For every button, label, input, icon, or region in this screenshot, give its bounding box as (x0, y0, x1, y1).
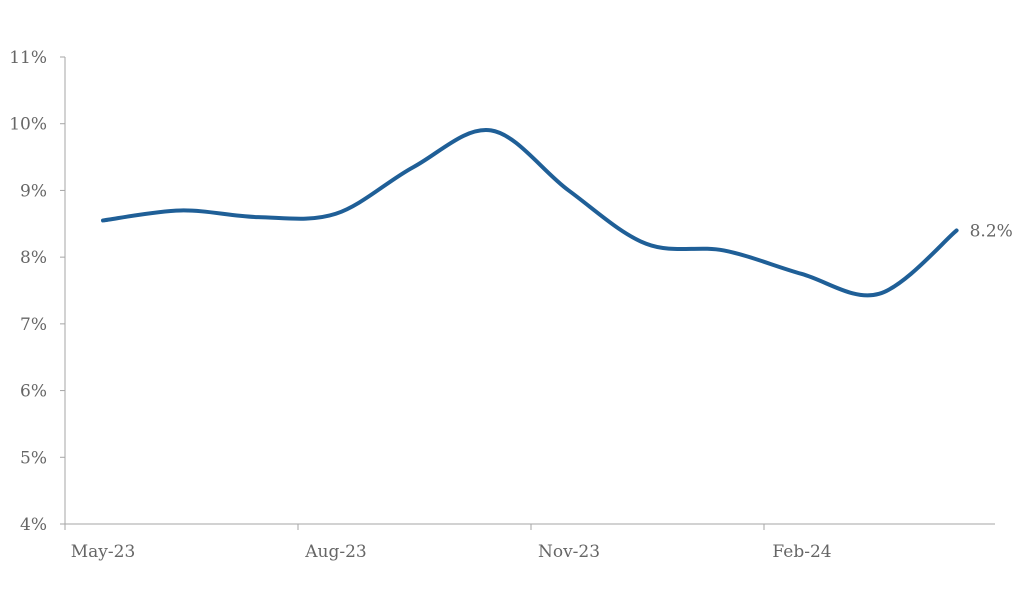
x-axis-tick-labels: May-23 Aug-23 Nov-23 Feb-24 (71, 542, 832, 562)
x-tick-label: Feb-24 (772, 542, 831, 562)
y-tick-label: 10% (9, 115, 47, 135)
x-tick-label: May-23 (71, 542, 136, 562)
series-line (101, 128, 959, 298)
y-axis-tick-labels: 4% 5% 6% 7% 8% 9% 10% 11% (9, 48, 47, 535)
y-tick-label: 7% (20, 315, 47, 335)
series-layer (101, 128, 959, 298)
y-tick-label: 5% (20, 448, 47, 468)
y-tick-label: 9% (20, 181, 47, 201)
x-tick-label: Nov-23 (538, 542, 600, 562)
x-tick-label: Aug-23 (304, 542, 366, 562)
chart-axes (60, 56, 995, 530)
y-tick-label: 8% (20, 248, 47, 268)
y-tick-label: 4% (20, 515, 47, 535)
y-tick-label: 11% (9, 48, 47, 68)
end-value-label: 8.2% (970, 221, 1013, 241)
y-tick-label: 6% (20, 382, 47, 402)
